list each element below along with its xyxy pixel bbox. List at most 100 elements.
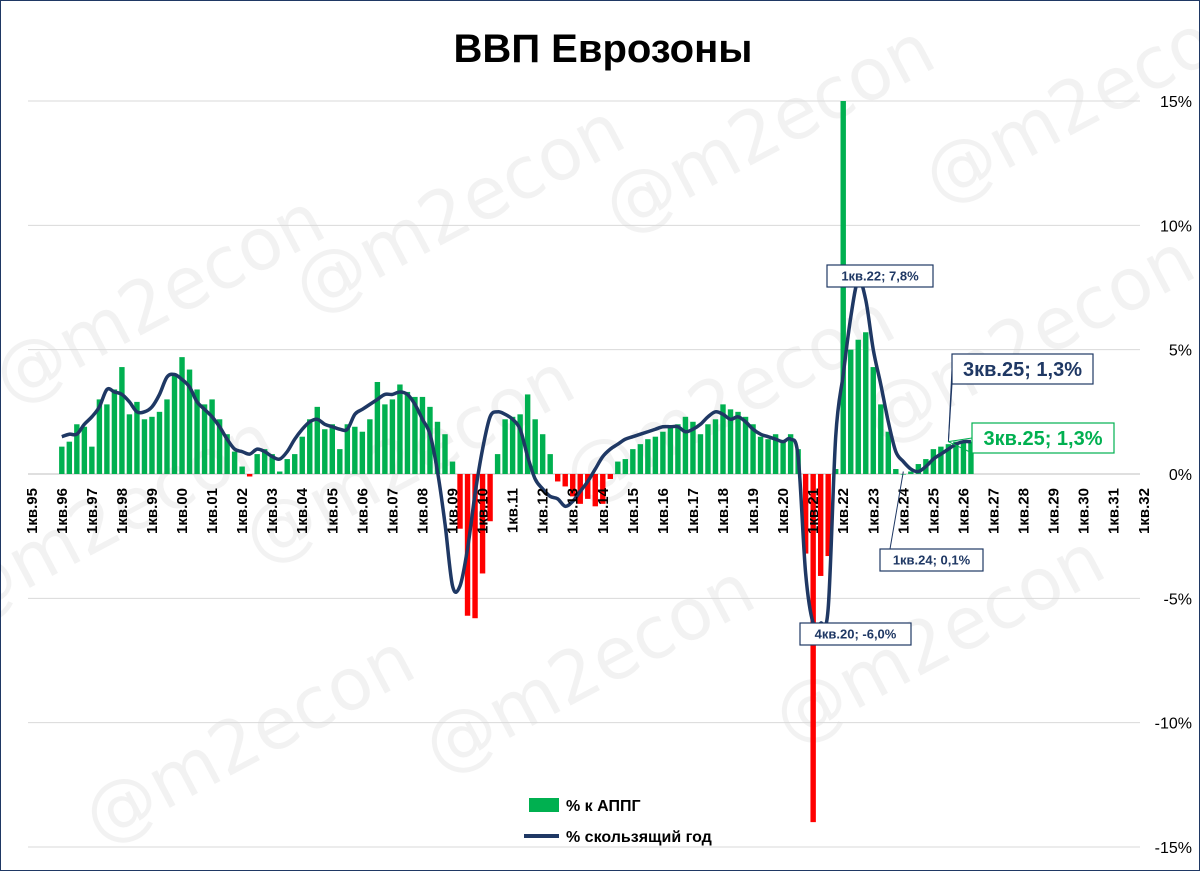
legend: % к АППГ % скользящий год bbox=[524, 798, 712, 846]
bar bbox=[216, 419, 223, 474]
bar bbox=[690, 421, 696, 474]
bar bbox=[893, 469, 899, 474]
bar bbox=[156, 411, 163, 474]
bar bbox=[126, 414, 133, 474]
bar bbox=[419, 396, 426, 474]
bar bbox=[855, 339, 861, 474]
annotation-box bbox=[971, 422, 1115, 454]
x-tick-label: 1кв.01 bbox=[204, 488, 221, 534]
bar bbox=[592, 474, 598, 507]
bar bbox=[472, 474, 478, 619]
bar bbox=[171, 374, 178, 474]
x-tick-label: 1кв.96 bbox=[54, 488, 71, 534]
x-tick-label: 1кв.13 bbox=[565, 488, 582, 534]
bar bbox=[201, 404, 208, 474]
x-tick-label: 1кв.07 bbox=[384, 488, 401, 534]
bar bbox=[389, 399, 396, 474]
y-tick-label: -5% bbox=[1164, 591, 1192, 608]
bar bbox=[517, 414, 523, 474]
annotation-label: 1кв.24; 0,1% bbox=[893, 553, 971, 568]
bar bbox=[292, 454, 298, 474]
bar bbox=[479, 474, 486, 574]
bar bbox=[878, 404, 884, 474]
x-tick-label: 1кв.30 bbox=[1076, 488, 1093, 534]
x-tick-label: 1кв.10 bbox=[475, 488, 492, 534]
annotation-box bbox=[799, 622, 912, 646]
bar bbox=[509, 416, 516, 474]
bar bbox=[134, 401, 140, 474]
bar bbox=[953, 441, 959, 474]
bar bbox=[960, 441, 967, 474]
x-tick-label: 1кв.11 bbox=[505, 488, 522, 533]
bar bbox=[314, 406, 320, 474]
annotations: 1кв.22; 7,8% 4кв.20; -6,0% 1кв.24; 0,1% 3кв… bbox=[799, 264, 1115, 646]
x-tick-label: 1кв.98 bbox=[114, 488, 131, 534]
bar bbox=[968, 441, 974, 474]
bar bbox=[231, 451, 238, 474]
x-tick-label: 1кв.06 bbox=[354, 488, 371, 534]
bar bbox=[630, 449, 636, 474]
x-tick-label: 1кв.03 bbox=[264, 488, 281, 534]
x-tick-label: 1кв.05 bbox=[324, 488, 341, 534]
x-tick-label: 1кв.24 bbox=[895, 487, 912, 534]
x-axis: 1кв.95 1кв.96 1кв.97 1кв.98 1кв.99 1кв.00 1кв.… bbox=[24, 487, 1153, 534]
x-tick-label: 1кв.27 bbox=[985, 488, 1002, 534]
bar bbox=[322, 429, 328, 474]
x-tick-label: 1кв.18 bbox=[715, 488, 732, 534]
x-tick-label: 1кв.20 bbox=[775, 488, 792, 534]
bar bbox=[757, 436, 764, 474]
bar bbox=[863, 332, 869, 474]
bar bbox=[885, 431, 892, 474]
bar bbox=[637, 444, 644, 474]
bar bbox=[344, 424, 351, 474]
bar bbox=[848, 349, 854, 474]
bar bbox=[487, 474, 493, 522]
bar bbox=[141, 419, 148, 474]
bar bbox=[74, 424, 80, 474]
x-tick-label: 1кв.97 bbox=[84, 488, 101, 534]
bar bbox=[307, 419, 313, 474]
bar bbox=[329, 424, 336, 474]
bar bbox=[397, 384, 403, 474]
bar bbox=[209, 399, 215, 474]
x-tick-label: 1кв.28 bbox=[1016, 488, 1033, 534]
x-tick-label: 1кв.21 bbox=[805, 488, 822, 534]
bar bbox=[194, 389, 200, 474]
x-tick-label: 1кв.19 bbox=[745, 488, 762, 534]
bar bbox=[750, 424, 756, 474]
watermark-text: @m2econ bbox=[69, 616, 428, 860]
legend-label-bars: % к АППГ bbox=[566, 798, 641, 815]
bar bbox=[352, 426, 358, 474]
watermark-text: @m2econ bbox=[909, 0, 1200, 220]
bar bbox=[652, 436, 659, 474]
bar bbox=[720, 404, 726, 474]
x-tick-label: 1кв.12 bbox=[535, 488, 552, 534]
bar bbox=[772, 434, 779, 474]
bar bbox=[817, 474, 824, 576]
annotation-box bbox=[951, 353, 1094, 385]
x-tick-label: 1кв.26 bbox=[955, 488, 972, 534]
bar bbox=[367, 419, 373, 474]
bar-series bbox=[59, 101, 974, 823]
bar bbox=[269, 454, 275, 474]
bar bbox=[89, 446, 95, 474]
bar bbox=[449, 461, 456, 474]
watermark-text: @m2econ bbox=[0, 176, 338, 420]
bar bbox=[104, 404, 110, 474]
bar bbox=[81, 426, 88, 474]
annotation-leader bbox=[948, 437, 973, 443]
bar bbox=[261, 449, 268, 474]
x-tick-label: 1кв.15 bbox=[625, 488, 642, 534]
x-tick-label: 1кв.00 bbox=[174, 488, 191, 534]
bar bbox=[742, 416, 749, 474]
bar bbox=[164, 399, 170, 474]
bar bbox=[765, 439, 771, 474]
bar bbox=[600, 474, 606, 504]
bar bbox=[547, 454, 553, 474]
bar bbox=[374, 381, 381, 474]
bar bbox=[539, 434, 546, 474]
y-tick-label: 0% bbox=[1169, 467, 1192, 484]
bar bbox=[246, 474, 253, 477]
y-axis: 15% 10% 5% 0% -5% -10% -15% bbox=[1155, 94, 1192, 857]
